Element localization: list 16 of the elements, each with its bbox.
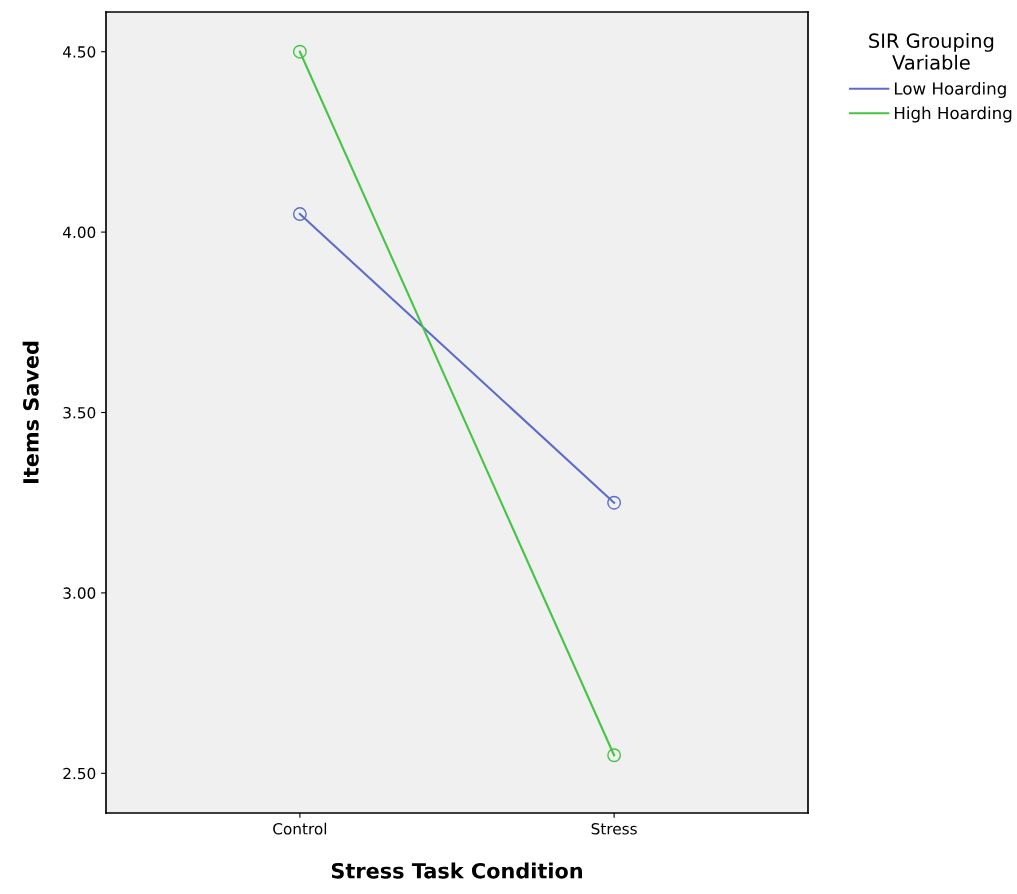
y-tick-label: 4.50 [63, 46, 96, 58]
legend-label: Low Hoarding [894, 81, 1006, 99]
x-tick-label: Stress [591, 822, 637, 835]
point [292, 44, 307, 59]
legend-title: SIR Grouping Variable [869, 33, 994, 70]
y-tick-label: 4.00 [63, 226, 96, 239]
y-tick-label: 3.50 [63, 406, 96, 419]
point [292, 207, 307, 221]
point [607, 495, 622, 510]
legend-label: High Hoarding [894, 106, 1012, 123]
y-tick-label: 2.50 [63, 767, 96, 780]
y-axis-title: Items Saved [22, 341, 39, 484]
x-axis-title: Stress Task Condition [331, 862, 582, 879]
x-tick-label: Control [273, 822, 327, 835]
point [607, 748, 622, 763]
y-tick-label: 3.00 [63, 587, 96, 599]
